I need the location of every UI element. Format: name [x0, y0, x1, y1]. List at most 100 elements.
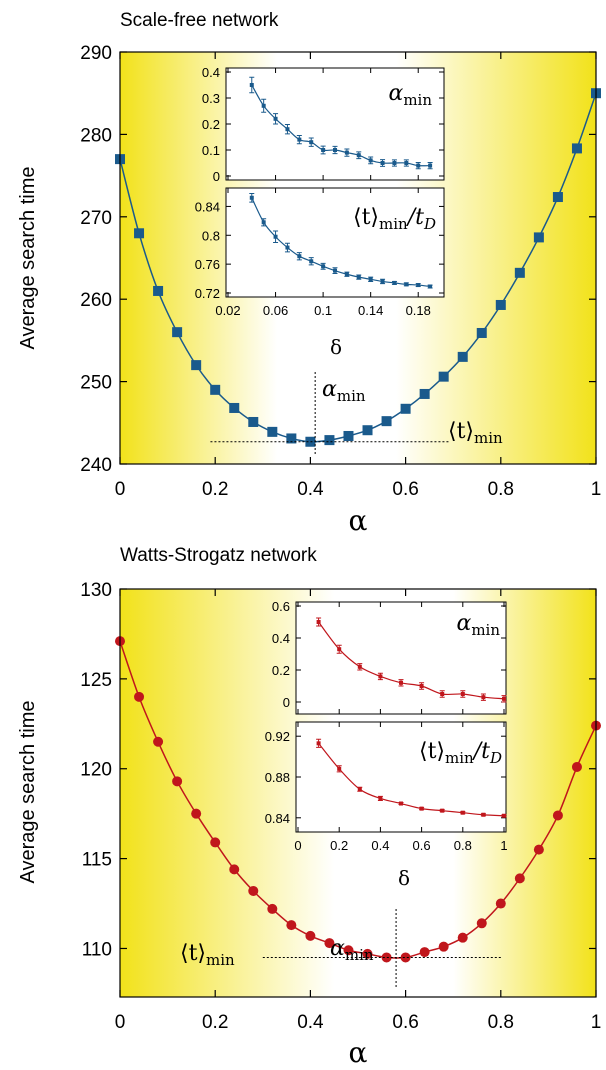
ws-x-tick-label: 0.2 — [202, 1012, 228, 1033]
ws-inset-data-point — [440, 808, 445, 813]
ws-inset-series-line — [318, 621, 505, 700]
sf-data-point — [362, 425, 373, 436]
sf-inset-y-tick-label: 0.84 — [195, 199, 220, 214]
ws-inset-data-point — [337, 647, 342, 652]
ws-inset-data-point — [378, 796, 383, 801]
ws-inset-x-tick-label: 0.8 — [454, 838, 472, 853]
sf-x-tick-label: 0.4 — [297, 479, 324, 500]
sf-inset-data-point — [333, 268, 337, 273]
sf-inset-x-label: δ — [330, 335, 342, 359]
sf-inset-data-point — [368, 277, 373, 282]
sf-alpha-min-label: αmin — [322, 377, 366, 405]
sf-x-tick-label: 0 — [115, 479, 126, 500]
sf-plot-frame — [119, 51, 597, 465]
ws-x-tick-label: 0.8 — [488, 1012, 514, 1033]
sf-inset-y-tick-label: 0.2 — [202, 117, 220, 132]
sf-inset-data-point — [273, 116, 278, 121]
sf-inset-data-point — [356, 275, 361, 280]
sf-data-point — [267, 426, 278, 437]
ws-inset-y-tick-label: 0.88 — [265, 770, 290, 785]
sf-inset-data-point — [273, 234, 278, 239]
ws-data-point — [267, 903, 278, 914]
ws-data-point — [248, 885, 259, 896]
sf-data-point — [134, 228, 145, 239]
sf-y-tick-label: 240 — [80, 455, 112, 476]
ws-inset-data-point — [460, 692, 465, 696]
sf-data-point — [419, 388, 430, 399]
ws-y-tick-label: 125 — [80, 670, 112, 691]
sf-x-tick-label: 0.2 — [202, 479, 228, 500]
ws-title: Watts-Strogatz network — [120, 545, 317, 566]
sf-inset-x-tick-label: 0.14 — [358, 303, 383, 318]
ws-inset-y-tick-label: 0 — [283, 695, 290, 710]
ws-x-tick-label: 0 — [115, 1012, 126, 1033]
sf-inset-series-line — [251, 197, 431, 288]
sf-t-min-label: ⟨t⟩min — [448, 419, 503, 447]
sf-inset-data-point — [297, 137, 302, 142]
sf-x-tick-label: 1 — [591, 479, 602, 500]
ws-inset-y-tick-label: 0.4 — [272, 631, 290, 646]
ws-x-tick-label: 0.4 — [297, 1012, 324, 1033]
ws-data-point — [457, 932, 468, 943]
ws-data-point — [324, 938, 335, 949]
sf-y-tick-label: 280 — [80, 125, 112, 146]
ws-data-point — [571, 761, 582, 772]
sf-y-tick-label: 250 — [80, 373, 112, 394]
sf-data-point — [476, 327, 487, 338]
sf-inset2-label: ⟨t⟩min/tD — [353, 205, 436, 233]
ws-inset-series-line — [318, 742, 505, 817]
sf-inset-data-point — [321, 148, 326, 152]
sf-inset-x-tick-label: 0.06 — [263, 303, 288, 318]
sf-inset-x-tick-label: 0.02 — [215, 303, 240, 318]
sf-data-point — [305, 436, 316, 447]
sf-inset-data-point — [428, 163, 433, 168]
sf-inset-data-point — [404, 282, 409, 287]
sf-inset-y-tick-label: 0.8 — [202, 228, 220, 243]
ws-data-point — [362, 948, 373, 959]
ws-data-point — [305, 930, 316, 941]
sf-data-point — [514, 267, 525, 278]
sf-inset-y-tick-label: 0.72 — [195, 286, 220, 301]
ws-inset-data-point — [357, 787, 362, 792]
sf-data-point — [381, 416, 392, 427]
sf-inset-y-tick-label: 0 — [213, 169, 220, 184]
ws-x-tick-label: 1 — [591, 1012, 602, 1033]
ws-inset-data-point — [481, 695, 486, 700]
ws-inset-data-point — [502, 696, 506, 701]
sf-inset-data-point — [416, 163, 421, 168]
sf-data-point — [324, 435, 335, 446]
ws-inset-y-tick-label: 0.92 — [265, 729, 290, 744]
sf-data-point — [191, 360, 202, 371]
sf-inset-data-point — [261, 103, 266, 108]
sf-y-tick-label: 270 — [80, 208, 112, 229]
sf-data-point — [153, 285, 164, 296]
sf-inset-data-point — [249, 83, 254, 87]
sf-data-point — [571, 143, 582, 154]
ws-inset-data-point — [399, 680, 403, 685]
ws-inset-x-tick-label: 0.2 — [330, 838, 348, 853]
sf-data-point — [172, 327, 183, 338]
ws-alpha-min-label: αmin — [330, 936, 374, 964]
ws-t-min-label: ⟨t⟩min — [180, 941, 235, 969]
sf-inset1-label: αmin — [388, 81, 432, 109]
ws-inset-x-tick-label: 0.4 — [371, 838, 389, 853]
ws-inset-data-point — [419, 684, 424, 688]
sf-y-tick-label: 290 — [80, 43, 112, 64]
ws-inset-data-point — [419, 806, 424, 811]
sf-inset-data-point — [309, 140, 314, 145]
sf-data-point — [438, 371, 449, 382]
sf-data-point — [457, 351, 468, 362]
ws-data-point — [533, 844, 544, 855]
sf-title: Scale-free network — [120, 10, 279, 31]
ws-y-tick-label: 115 — [82, 850, 112, 871]
ws-data-point — [191, 808, 202, 819]
sf-inset-y-tick-label: 0.3 — [202, 91, 220, 106]
sf-inset-y-tick-label: 0.76 — [195, 257, 220, 272]
sf-inset-series-line — [251, 84, 431, 167]
ws-data-point — [134, 691, 145, 702]
sf-inset-data-point — [392, 280, 397, 285]
sf-y-axis-label: Average search time — [17, 166, 39, 349]
sf-data-point — [229, 402, 240, 413]
sf-inset-data-point — [309, 259, 314, 264]
